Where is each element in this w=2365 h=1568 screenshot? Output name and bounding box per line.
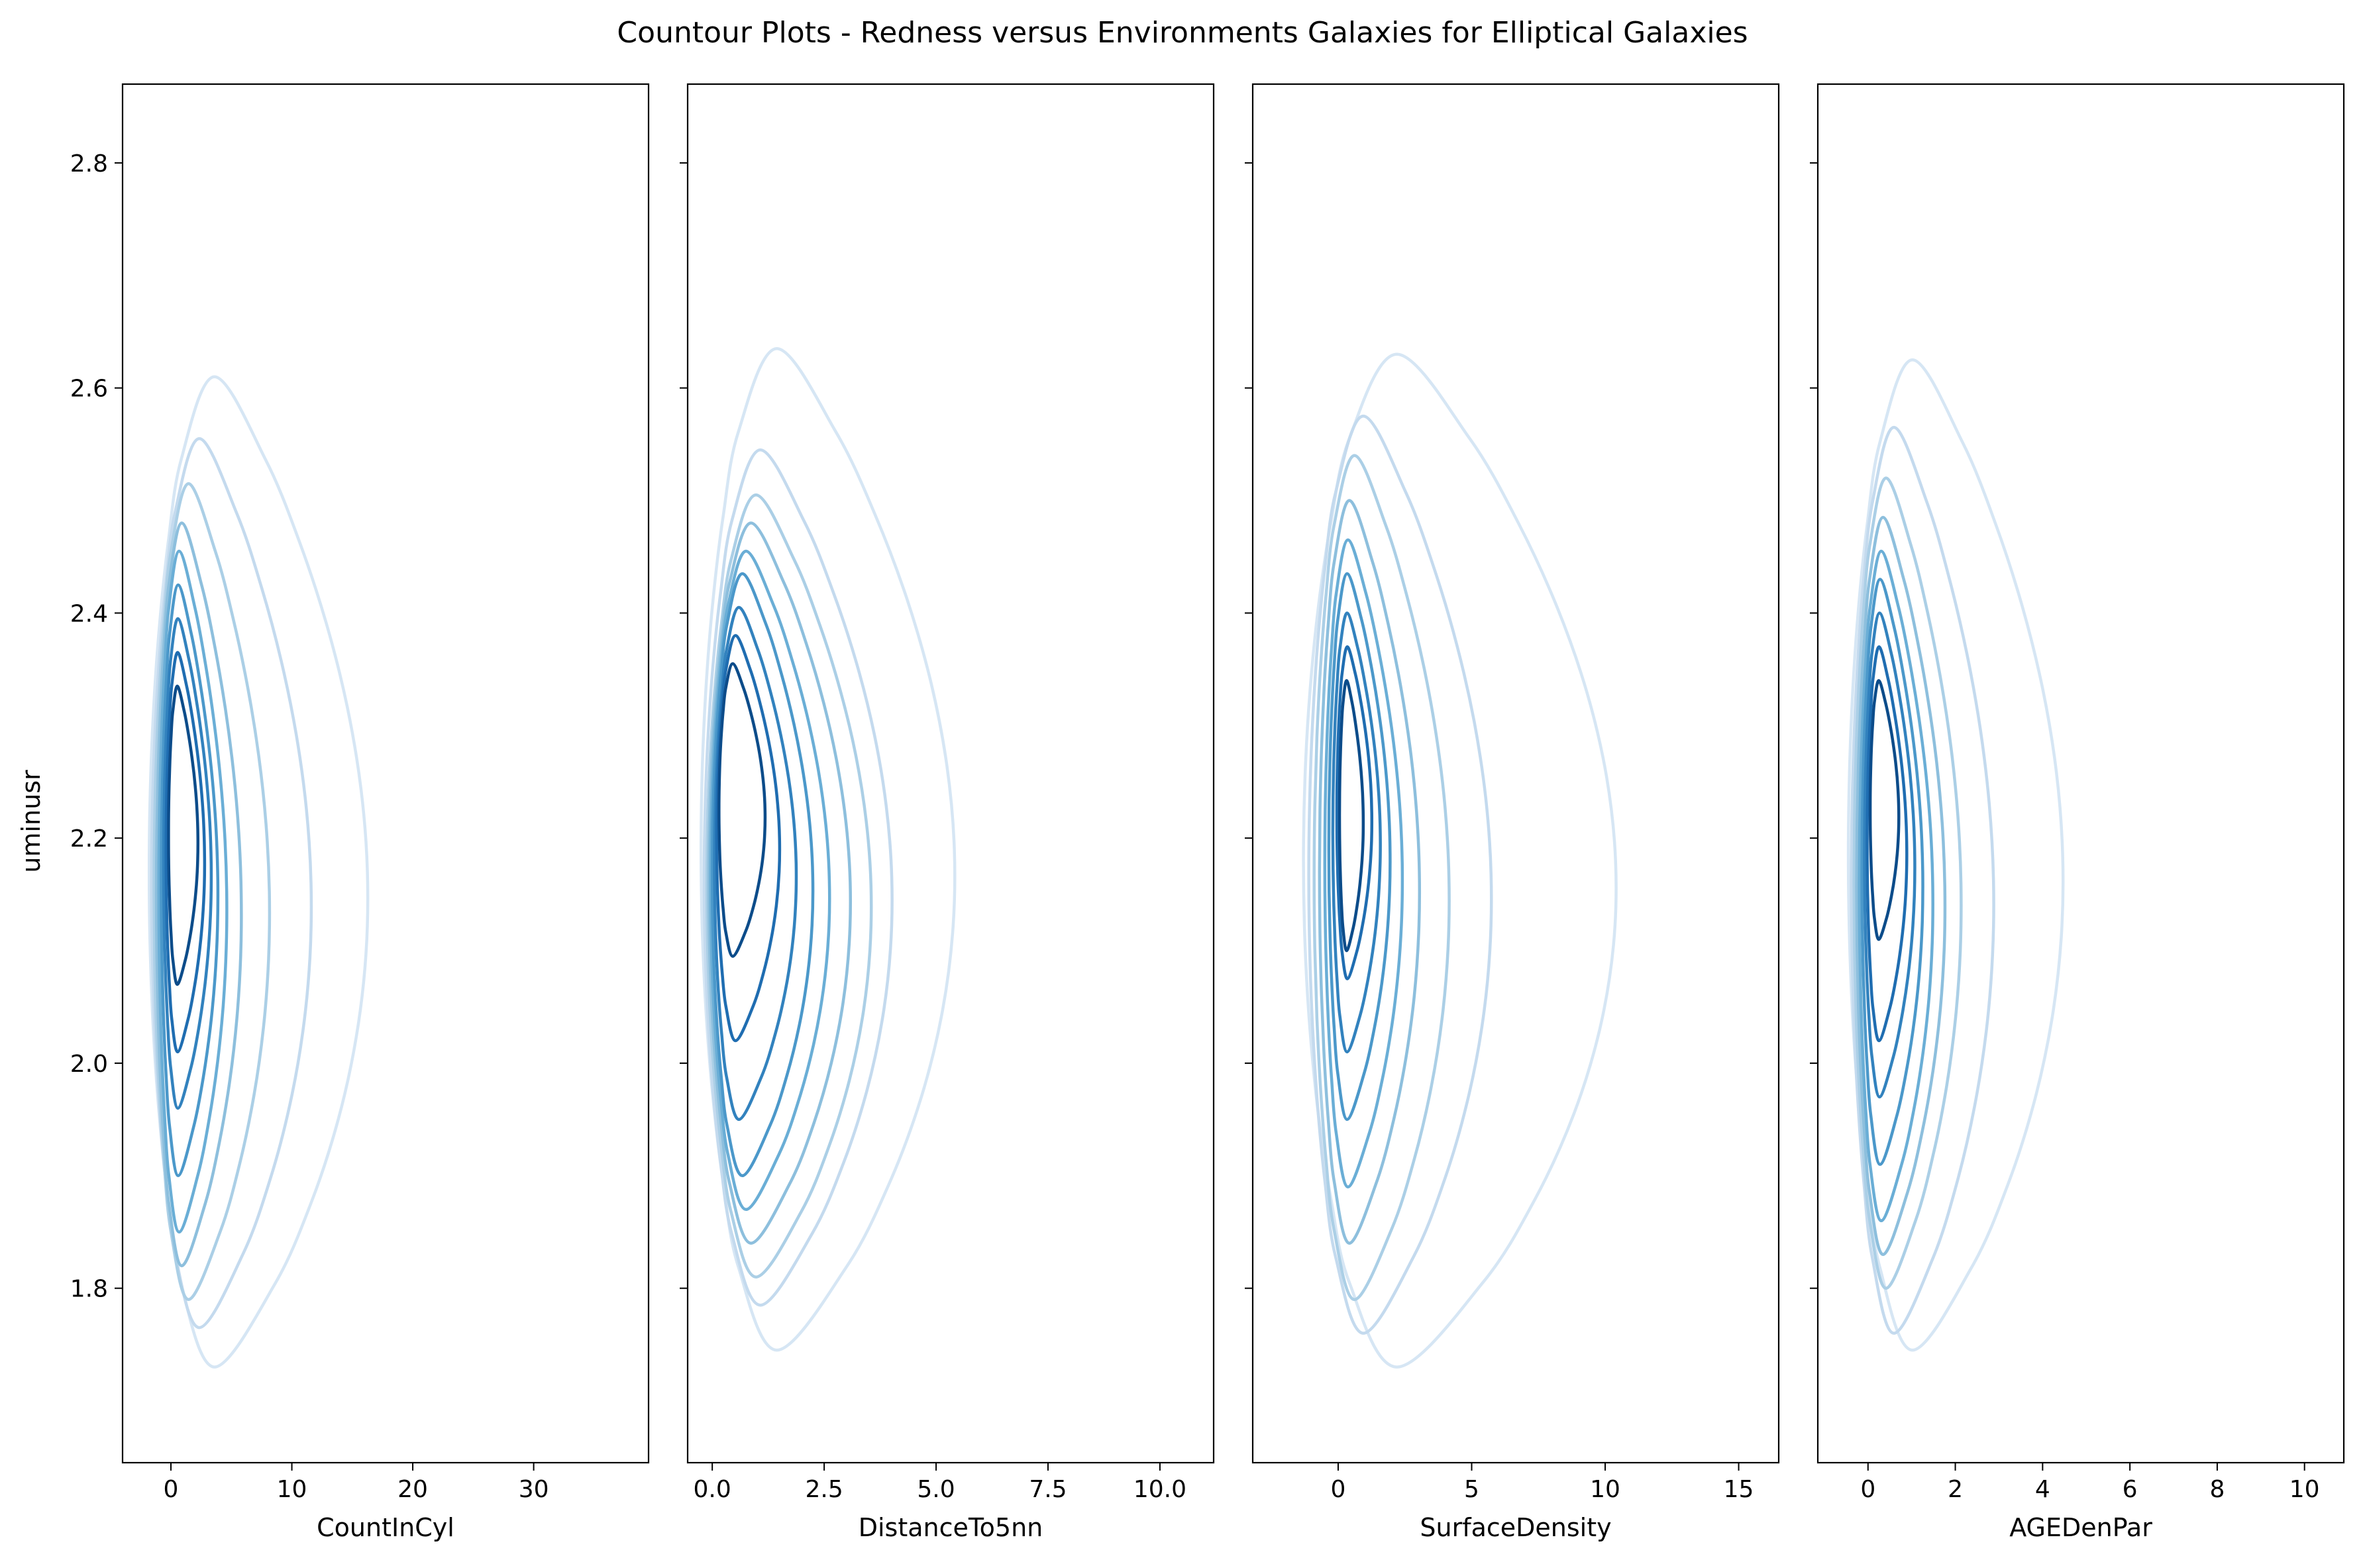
contour-level-6 <box>710 572 815 1178</box>
contour-level-9 <box>717 662 767 958</box>
x-tick-label: 6 <box>2123 1476 2138 1503</box>
x-tick-label: 0 <box>1331 1476 1346 1503</box>
x-tick-label: 0.0 <box>694 1476 731 1503</box>
contour-level-8 <box>1335 645 1374 980</box>
x-tick-label: 5.0 <box>917 1476 955 1503</box>
contour-level-5 <box>1858 549 1934 1223</box>
contour-level-9 <box>1868 679 1901 941</box>
contour-level-6 <box>1860 578 1924 1167</box>
x-tick-label: 20 <box>397 1476 428 1503</box>
x-tick-label: 2 <box>1948 1476 1963 1503</box>
y-tick-label: 2.4 <box>70 600 108 627</box>
contour-level-5 <box>157 549 229 1234</box>
contour-level-7 <box>1863 611 1917 1099</box>
panel-3: 0 5 10 15 SurfaceDensity <box>1245 83 1780 1542</box>
axes-frame-1 <box>121 83 650 1464</box>
y-tick-label: 1.8 <box>70 1276 108 1303</box>
y-tick-label: 2.6 <box>70 376 108 403</box>
contour-level-9 <box>167 684 200 986</box>
x-axis-label: AGEDenPar <box>2009 1513 2152 1542</box>
x-tick-label: 2.5 <box>805 1476 843 1503</box>
x-tick-label: 10 <box>277 1476 307 1503</box>
contour-level-6 <box>160 583 220 1178</box>
y-tick-label: 2.0 <box>70 1051 108 1078</box>
chart-title: Countour Plots - Redness versus Environm… <box>617 16 1748 50</box>
x-axis-label: CountInCyl <box>317 1513 454 1542</box>
x-tick-label: 10.0 <box>1133 1476 1186 1503</box>
panel-4: 0 2 4 6 8 10 AGEDenPar <box>1810 83 2345 1542</box>
contour-level-7 <box>1331 611 1382 1054</box>
contour-level-4 <box>1318 499 1422 1245</box>
x-tick-label: 4 <box>2035 1476 2050 1503</box>
y-tick-label: 2.2 <box>70 825 108 853</box>
axes-frame-3 <box>1251 83 1780 1464</box>
contour-level-8 <box>715 634 782 1043</box>
contour-level-8 <box>1866 645 1909 1043</box>
contour-level-4 <box>707 521 853 1245</box>
contour-level-2 <box>702 448 894 1307</box>
contour-level-7 <box>162 617 213 1110</box>
contour-level-3 <box>1312 454 1451 1301</box>
contour-level-1 <box>700 346 957 1352</box>
x-tick-label: 5 <box>1464 1476 1479 1503</box>
contour-level-2 <box>1307 414 1493 1335</box>
axes-frame-4 <box>1816 83 2345 1464</box>
panel-2: 0.0 2.5 5.0 7.5 10.0 DistanceTo5nn <box>680 83 1215 1542</box>
panel-1: 0 10 20 30 CountInCyl 1.8 2.0 2.2 2.4 2.6 2.8 <box>70 83 650 1542</box>
x-axis-label: SurfaceDensity <box>1420 1513 1611 1542</box>
contour-level-2 <box>1850 425 1995 1335</box>
contour-level-4 <box>154 521 243 1267</box>
x-tick-label: 15 <box>1724 1476 1754 1503</box>
x-tick-label: 10 <box>1590 1476 1620 1503</box>
x-axis-label: DistanceTo5nn <box>859 1513 1043 1542</box>
axes-frame-2 <box>686 83 1215 1464</box>
contour-group-2 <box>700 346 957 1352</box>
x-tick-label: 8 <box>2209 1476 2225 1503</box>
contour-level-5 <box>1323 538 1404 1189</box>
contour-level-5 <box>709 549 831 1212</box>
contour-level-6 <box>1327 572 1392 1122</box>
contour-level-1 <box>1302 352 1618 1369</box>
y-axis-label: uminusr <box>17 770 46 873</box>
x-tick-label: 30 <box>519 1476 549 1503</box>
x-tick-label: 0 <box>164 1476 179 1503</box>
contour-group-3 <box>1302 352 1618 1369</box>
x-tick-label: 0 <box>1860 1476 1875 1503</box>
contour-level-3 <box>705 493 873 1279</box>
y-tick-label: 2.8 <box>70 150 108 178</box>
contour-level-4 <box>1855 515 1947 1256</box>
contour-group-1 <box>147 375 370 1369</box>
contour-level-9 <box>1338 679 1365 953</box>
contour-level-3 <box>152 482 272 1301</box>
contour-group-4 <box>1846 358 2065 1352</box>
contour-level-3 <box>1852 476 1963 1290</box>
contour-level-7 <box>713 605 798 1122</box>
contour-level-8 <box>164 651 207 1054</box>
x-tick-label: 10 <box>2289 1476 2320 1503</box>
contour-level-2 <box>150 437 313 1330</box>
x-tick-label: 7.5 <box>1029 1476 1067 1503</box>
